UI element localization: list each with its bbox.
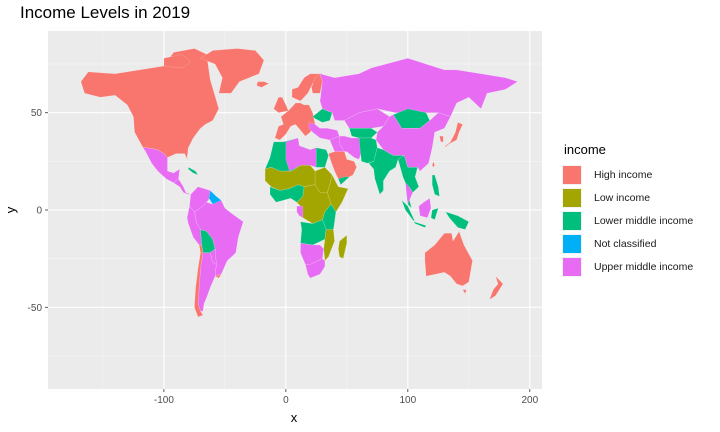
- legend: income High income Low income Lower middle…: [562, 142, 693, 278]
- country-south-africa: [305, 258, 326, 279]
- country-australia: [424, 231, 473, 287]
- country-mozambique-malawi: [323, 229, 335, 261]
- legend-swatch: [562, 256, 582, 277]
- country-western-europe: [274, 102, 316, 141]
- legend-label: High income: [594, 168, 653, 181]
- country-philippines: [432, 174, 440, 197]
- chart-title: Income Levels in 2019: [20, 3, 191, 22]
- legend-swatch: [562, 164, 582, 185]
- legend-title: income: [564, 142, 606, 157]
- legend-item: High income: [562, 163, 693, 186]
- legend-items: High income Low income Lower middle income…: [562, 163, 693, 278]
- country-indonesia-sumatra: [401, 200, 416, 222]
- country-uk-ireland: [273, 97, 289, 113]
- axis-ticks: -100 0 100 200 -50 0 50: [28, 108, 539, 406]
- country-greenland: [200, 48, 265, 94]
- country-canadian-islands: [163, 54, 191, 69]
- y-tick-label: 50: [31, 108, 43, 119]
- country-new-guinea: [445, 211, 469, 230]
- country-borneo: [418, 198, 432, 218]
- legend-label: Lower middle income: [594, 214, 694, 227]
- legend-item: Upper middle income: [562, 255, 693, 278]
- country-tasmania: [462, 289, 467, 295]
- country-korea-japan: [439, 135, 444, 143]
- x-axis-title: x: [291, 410, 298, 425]
- country-indonesia-java: [413, 221, 427, 228]
- legend-label: Not classified: [594, 237, 657, 250]
- country-taiwan: [432, 160, 435, 168]
- country-mexico-central: [142, 147, 180, 183]
- country-thailand-malaysia: [405, 182, 413, 205]
- legend-label: Low income: [594, 191, 651, 204]
- country-new-zealand: [489, 276, 504, 300]
- country-yemen-afg: [338, 176, 350, 185]
- y-axis-title: y: [3, 206, 18, 213]
- country-iceland: [256, 81, 270, 88]
- country-polygons: [80, 48, 518, 318]
- x-tick-label: -100: [154, 395, 174, 406]
- legend-label: Upper middle income: [594, 260, 694, 273]
- x-tick-label: 200: [521, 395, 538, 406]
- legend-swatch: [562, 210, 582, 231]
- country-central-asia: [349, 128, 378, 139]
- legend-item: Not classified: [562, 232, 693, 255]
- country-arabia: [328, 151, 357, 185]
- legend-swatch: [562, 187, 582, 208]
- country-chile: [194, 244, 204, 318]
- country-madagascar: [338, 234, 347, 259]
- country-uruguay: [214, 273, 222, 279]
- country-gabon-congo: [296, 205, 304, 219]
- y-tick-label: -50: [28, 303, 43, 314]
- country-caribbean: [188, 166, 199, 176]
- country-japan: [444, 122, 463, 148]
- country-sulawesi-png: [430, 207, 439, 220]
- legend-item: Low income: [562, 186, 693, 209]
- y-tick-label: 0: [36, 206, 42, 217]
- country-egypt: [316, 147, 329, 168]
- country-india: [368, 147, 405, 195]
- x-tick-label: 0: [283, 395, 289, 406]
- legend-item: Lower middle income: [562, 209, 693, 232]
- country-north-america: [80, 48, 219, 162]
- x-tick-label: 100: [399, 395, 416, 406]
- legend-swatch: [562, 233, 582, 254]
